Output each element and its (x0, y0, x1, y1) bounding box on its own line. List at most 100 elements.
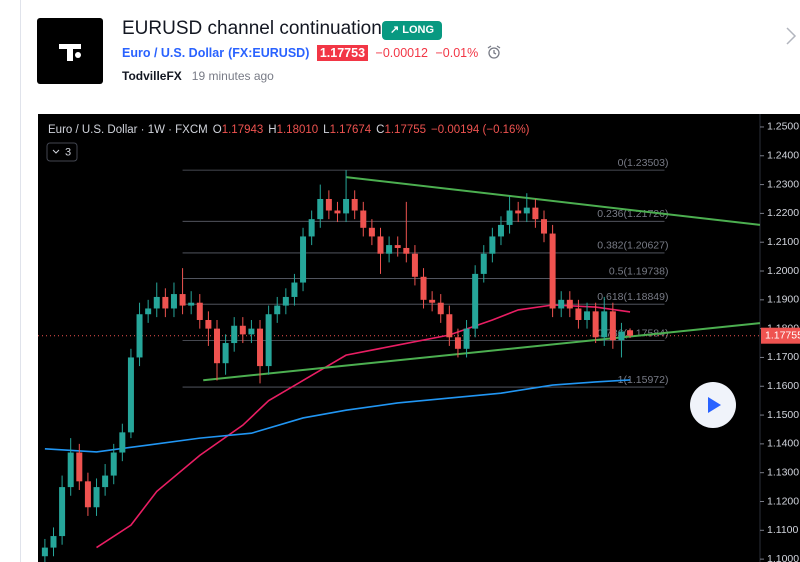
candle-body (162, 296, 169, 309)
fib-label: 0.618(1.18849) (597, 291, 668, 303)
candle-body (213, 328, 220, 364)
toggle-chevron (52, 149, 60, 154)
author-row: TodvilleFX 19 minutes ago (122, 69, 274, 83)
y-tick-label: 1.1500 (767, 409, 799, 421)
candle-body (67, 452, 74, 488)
legend-l-label: L (323, 124, 330, 136)
legend-c-label: C (376, 124, 384, 136)
candle-body (188, 302, 195, 306)
y-tick-label: 1.1000 (767, 553, 799, 562)
symbol-name[interactable]: Euro / U.S. Dollar (122, 46, 225, 60)
candle-body (119, 432, 126, 453)
candle-body (463, 328, 470, 349)
price: 1.17753 (316, 45, 369, 61)
candle-body (102, 475, 109, 488)
legend-close: 1.17755 (384, 124, 426, 136)
candle-body (257, 328, 264, 367)
candle-body (334, 210, 341, 214)
y-tick-label: 1.1700 (767, 351, 799, 363)
next-arrow[interactable] (785, 26, 797, 46)
candle-body (480, 253, 487, 274)
candle-body (205, 319, 212, 329)
candle-body (549, 233, 556, 309)
y-tick-label: 1.1100 (767, 524, 798, 536)
candle-body (592, 311, 599, 338)
candle-body (446, 314, 453, 338)
candle-body (601, 311, 608, 338)
candle-body (515, 210, 522, 214)
candle-body (575, 308, 582, 320)
indicator-toggle[interactable] (46, 142, 78, 162)
chart-background (38, 114, 800, 562)
legend-symbol: Euro / U.S. Dollar · 1W · FXCM (48, 124, 208, 136)
candle-body (317, 198, 324, 220)
y-tick-label: 1.2400 (767, 150, 799, 162)
timestamp: 19 minutes ago (191, 69, 274, 83)
y-tick-label: 1.2200 (767, 207, 799, 219)
legend-h-label: H (268, 124, 276, 136)
y-tick-label: 1.1600 (767, 380, 799, 392)
candle-body (325, 198, 332, 211)
candle-body (239, 325, 246, 335)
candle-body (248, 328, 255, 335)
candle-body (291, 282, 298, 297)
candle-body (489, 236, 496, 254)
y-tick-label: 1.2100 (767, 236, 799, 248)
legend-o-label: O (213, 124, 222, 136)
candle-body (627, 330, 634, 336)
y-tick-label: 1.2500 (767, 121, 799, 133)
candle-body (566, 299, 573, 309)
candle-body (386, 245, 393, 254)
alert-icon[interactable] (486, 45, 502, 59)
y-tick-label: 1.1300 (767, 466, 799, 478)
y-tick-label: 1.2300 (767, 178, 799, 190)
candle-body (59, 487, 66, 537)
author[interactable]: TodvilleFX (122, 69, 182, 83)
candle-body (41, 547, 48, 557)
candle-body (429, 299, 436, 303)
fib-label: 0(1.23503) (618, 157, 669, 169)
last-price-label: 1.17755 (765, 329, 800, 341)
candle-body (265, 314, 272, 367)
candle-body (300, 236, 307, 283)
candle-body (532, 207, 539, 220)
candle-body (377, 236, 384, 254)
candle-body (308, 219, 315, 237)
candle-body (84, 481, 91, 508)
chart: 0(1.23503) 0.236(1.21726) 0.382(1.20627) 0.… (38, 114, 800, 562)
logo-icon (59, 44, 81, 61)
candle-body (609, 311, 616, 341)
page-border (20, 0, 21, 562)
change-pct: −0.01% (435, 46, 479, 60)
candle-body (170, 294, 177, 309)
candle-body (360, 210, 367, 228)
last-price-box (761, 327, 800, 344)
candle-body (558, 299, 565, 309)
candle-body (196, 302, 203, 320)
candle-body (523, 207, 530, 214)
indicator-count: 3 (65, 146, 71, 158)
candle-body (343, 198, 350, 214)
candle-body (127, 357, 134, 433)
fib-label: 0.5(1.19738) (609, 265, 669, 277)
trend-line (345, 176, 760, 226)
author-avatar[interactable] (37, 18, 103, 84)
fib-label: 0.236(1.21726) (597, 208, 668, 220)
direction-badge: ↗ LONG (382, 21, 443, 40)
candle-body (497, 224, 504, 237)
legend-high: 1.18010 (277, 124, 319, 136)
candle-body (93, 487, 100, 508)
symbol-row: Euro / U.S. Dollar (FX:EURUSD) 1.17753 −0… (122, 45, 502, 61)
candle-body (153, 296, 160, 309)
change: −0.00012 (375, 46, 428, 60)
candle-body (274, 305, 281, 315)
legend-open: 1.17943 (222, 124, 264, 136)
candle-body (394, 245, 401, 248)
moving-average (44, 379, 631, 453)
candle-body (76, 452, 83, 482)
plot-area: 0(1.23503) 0.236(1.21726) 0.382(1.20627) 0.… (38, 157, 760, 562)
candle-body (403, 247, 410, 254)
y-tick-label: 1.2000 (767, 265, 799, 277)
ticker[interactable]: (FX:EURUSD) (228, 46, 310, 60)
